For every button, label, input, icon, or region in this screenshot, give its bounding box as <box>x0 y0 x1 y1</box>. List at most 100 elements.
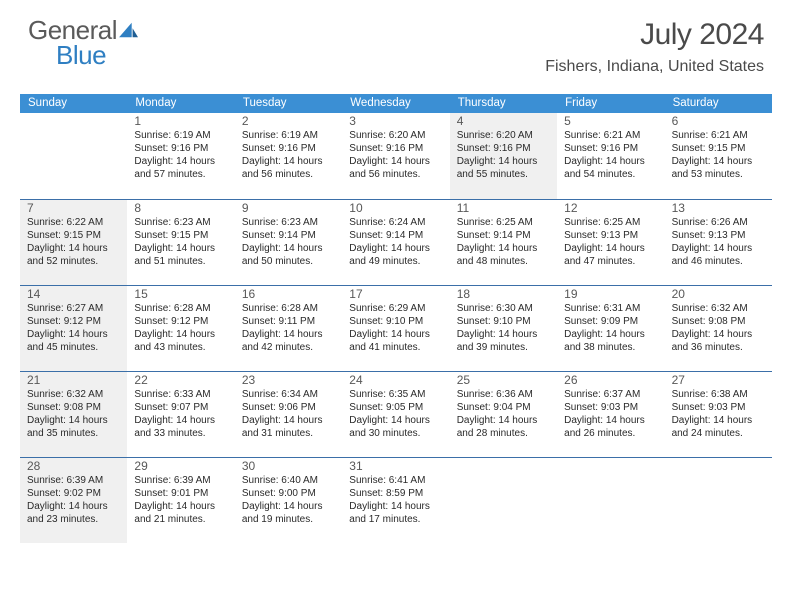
day-header: Sunday <box>20 94 127 113</box>
day-number: 12 <box>564 201 659 216</box>
sunset-text: Sunset: 9:16 PM <box>134 143 229 156</box>
sunset-text: Sunset: 9:04 PM <box>457 402 552 415</box>
daylight-text: Daylight: 14 hours and 43 minutes. <box>134 329 229 355</box>
daylight-text: Daylight: 14 hours and 46 minutes. <box>672 243 767 269</box>
sunset-text: Sunset: 9:16 PM <box>564 143 659 156</box>
day-number: 31 <box>349 459 444 474</box>
day-cell: 4Sunrise: 6:20 AMSunset: 9:16 PMDaylight… <box>450 113 557 199</box>
sunset-text: Sunset: 9:03 PM <box>672 402 767 415</box>
sunset-text: Sunset: 9:07 PM <box>134 402 229 415</box>
empty-cell <box>20 113 127 199</box>
week-row: 7Sunrise: 6:22 AMSunset: 9:15 PMDaylight… <box>20 199 772 285</box>
daylight-text: Daylight: 14 hours and 50 minutes. <box>242 243 337 269</box>
day-cell: 28Sunrise: 6:39 AMSunset: 9:02 PMDayligh… <box>20 458 127 543</box>
day-cell: 27Sunrise: 6:38 AMSunset: 9:03 PMDayligh… <box>665 372 772 457</box>
sunset-text: Sunset: 9:10 PM <box>457 316 552 329</box>
sunset-text: Sunset: 9:13 PM <box>564 230 659 243</box>
sunset-text: Sunset: 9:01 PM <box>134 488 229 501</box>
brand-word-1: General <box>28 18 117 43</box>
day-number: 1 <box>134 114 229 129</box>
sunrise-text: Sunrise: 6:27 AM <box>27 303 122 316</box>
daylight-text: Daylight: 14 hours and 35 minutes. <box>27 415 122 441</box>
sunrise-text: Sunrise: 6:28 AM <box>134 303 229 316</box>
sunset-text: Sunset: 8:59 PM <box>349 488 444 501</box>
weeks-container: 1Sunrise: 6:19 AMSunset: 9:16 PMDaylight… <box>20 113 772 543</box>
sunrise-text: Sunrise: 6:41 AM <box>349 475 444 488</box>
day-header: Friday <box>557 94 664 113</box>
day-cell: 20Sunrise: 6:32 AMSunset: 9:08 PMDayligh… <box>665 286 772 371</box>
daylight-text: Daylight: 14 hours and 38 minutes. <box>564 329 659 355</box>
sunrise-text: Sunrise: 6:20 AM <box>349 130 444 143</box>
day-number: 15 <box>134 287 229 302</box>
day-cell: 17Sunrise: 6:29 AMSunset: 9:10 PMDayligh… <box>342 286 449 371</box>
sunset-text: Sunset: 9:09 PM <box>564 316 659 329</box>
daylight-text: Daylight: 14 hours and 57 minutes. <box>134 156 229 182</box>
calendar: SundayMondayTuesdayWednesdayThursdayFrid… <box>20 94 772 543</box>
week-row: 21Sunrise: 6:32 AMSunset: 9:08 PMDayligh… <box>20 371 772 457</box>
day-number: 29 <box>134 459 229 474</box>
day-number: 13 <box>672 201 767 216</box>
day-cell: 31Sunrise: 6:41 AMSunset: 8:59 PMDayligh… <box>342 458 449 543</box>
sunrise-text: Sunrise: 6:35 AM <box>349 389 444 402</box>
day-number: 25 <box>457 373 552 388</box>
week-row: 14Sunrise: 6:27 AMSunset: 9:12 PMDayligh… <box>20 285 772 371</box>
daylight-text: Daylight: 14 hours and 49 minutes. <box>349 243 444 269</box>
day-cell: 6Sunrise: 6:21 AMSunset: 9:15 PMDaylight… <box>665 113 772 199</box>
daylight-text: Daylight: 14 hours and 24 minutes. <box>672 415 767 441</box>
day-number: 9 <box>242 201 337 216</box>
sunrise-text: Sunrise: 6:32 AM <box>672 303 767 316</box>
sunset-text: Sunset: 9:14 PM <box>242 230 337 243</box>
sunrise-text: Sunrise: 6:28 AM <box>242 303 337 316</box>
sunset-text: Sunset: 9:14 PM <box>457 230 552 243</box>
brand-word-2: Blue <box>56 43 139 68</box>
day-number: 21 <box>27 373 122 388</box>
day-number: 18 <box>457 287 552 302</box>
day-header: Tuesday <box>235 94 342 113</box>
day-cell: 23Sunrise: 6:34 AMSunset: 9:06 PMDayligh… <box>235 372 342 457</box>
sunrise-text: Sunrise: 6:39 AM <box>134 475 229 488</box>
sunrise-text: Sunrise: 6:19 AM <box>134 130 229 143</box>
day-cell: 16Sunrise: 6:28 AMSunset: 9:11 PMDayligh… <box>235 286 342 371</box>
day-number: 11 <box>457 201 552 216</box>
day-number: 22 <box>134 373 229 388</box>
daylight-text: Daylight: 14 hours and 19 minutes. <box>242 501 337 527</box>
day-cell: 5Sunrise: 6:21 AMSunset: 9:16 PMDaylight… <box>557 113 664 199</box>
day-number: 23 <box>242 373 337 388</box>
day-cell: 19Sunrise: 6:31 AMSunset: 9:09 PMDayligh… <box>557 286 664 371</box>
sunrise-text: Sunrise: 6:29 AM <box>349 303 444 316</box>
day-cell: 1Sunrise: 6:19 AMSunset: 9:16 PMDaylight… <box>127 113 234 199</box>
sunrise-text: Sunrise: 6:36 AM <box>457 389 552 402</box>
sunrise-text: Sunrise: 6:22 AM <box>27 217 122 230</box>
daylight-text: Daylight: 14 hours and 45 minutes. <box>27 329 122 355</box>
sunset-text: Sunset: 9:06 PM <box>242 402 337 415</box>
sunset-text: Sunset: 9:08 PM <box>672 316 767 329</box>
daylight-text: Daylight: 14 hours and 21 minutes. <box>134 501 229 527</box>
empty-cell <box>557 458 664 543</box>
sunrise-text: Sunrise: 6:20 AM <box>457 130 552 143</box>
daylight-text: Daylight: 14 hours and 53 minutes. <box>672 156 767 182</box>
day-cell: 26Sunrise: 6:37 AMSunset: 9:03 PMDayligh… <box>557 372 664 457</box>
day-cell: 8Sunrise: 6:23 AMSunset: 9:15 PMDaylight… <box>127 200 234 285</box>
sunrise-text: Sunrise: 6:21 AM <box>564 130 659 143</box>
day-number: 16 <box>242 287 337 302</box>
sunset-text: Sunset: 9:15 PM <box>134 230 229 243</box>
day-number: 17 <box>349 287 444 302</box>
sunrise-text: Sunrise: 6:30 AM <box>457 303 552 316</box>
header: GeneralBlue July 2024 Fishers, Indiana, … <box>0 0 792 84</box>
daylight-text: Daylight: 14 hours and 23 minutes. <box>27 501 122 527</box>
day-cell: 11Sunrise: 6:25 AMSunset: 9:14 PMDayligh… <box>450 200 557 285</box>
sunrise-text: Sunrise: 6:23 AM <box>242 217 337 230</box>
day-header: Thursday <box>450 94 557 113</box>
day-header: Saturday <box>665 94 772 113</box>
sail-icon <box>119 18 139 43</box>
day-cell: 25Sunrise: 6:36 AMSunset: 9:04 PMDayligh… <box>450 372 557 457</box>
day-number: 30 <box>242 459 337 474</box>
sunset-text: Sunset: 9:16 PM <box>457 143 552 156</box>
day-number: 6 <box>672 114 767 129</box>
sunrise-text: Sunrise: 6:19 AM <box>242 130 337 143</box>
day-number: 5 <box>564 114 659 129</box>
day-cell: 7Sunrise: 6:22 AMSunset: 9:15 PMDaylight… <box>20 200 127 285</box>
day-number: 14 <box>27 287 122 302</box>
daylight-text: Daylight: 14 hours and 55 minutes. <box>457 156 552 182</box>
empty-cell <box>450 458 557 543</box>
